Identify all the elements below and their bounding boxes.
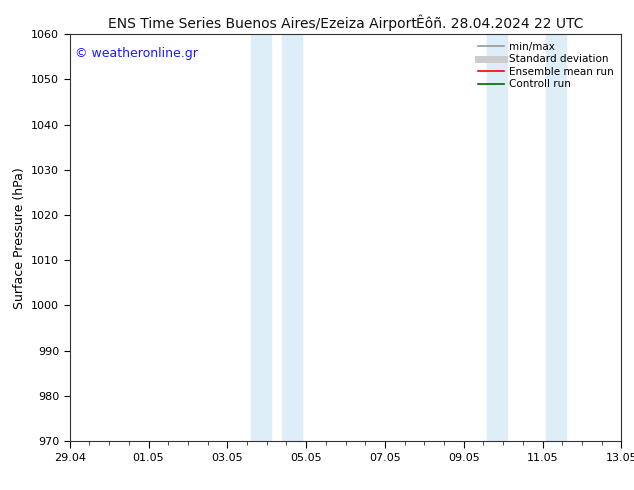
Legend: min/max, Standard deviation, Ensemble mean run, Controll run: min/max, Standard deviation, Ensemble me… — [476, 40, 616, 92]
Text: © weatheronline.gr: © weatheronline.gr — [75, 47, 198, 59]
Text: Êôñ. 28.04.2024 22 UTC: Êôñ. 28.04.2024 22 UTC — [417, 17, 584, 31]
Y-axis label: Surface Pressure (hPa): Surface Pressure (hPa) — [13, 167, 25, 309]
Text: ENS Time Series Buenos Aires/Ezeiza Airport: ENS Time Series Buenos Aires/Ezeiza Airp… — [108, 17, 417, 31]
Bar — [547, 34, 566, 441]
Bar — [488, 34, 507, 441]
Bar — [251, 34, 271, 441]
Title: ENS Time Series Buenos Aires/Ezeiza Airport        Êôñ. 28.04.2024 22 UTC: ENS Time Series Buenos Aires/Ezeiza Airp… — [0, 489, 1, 490]
Bar — [283, 34, 302, 441]
